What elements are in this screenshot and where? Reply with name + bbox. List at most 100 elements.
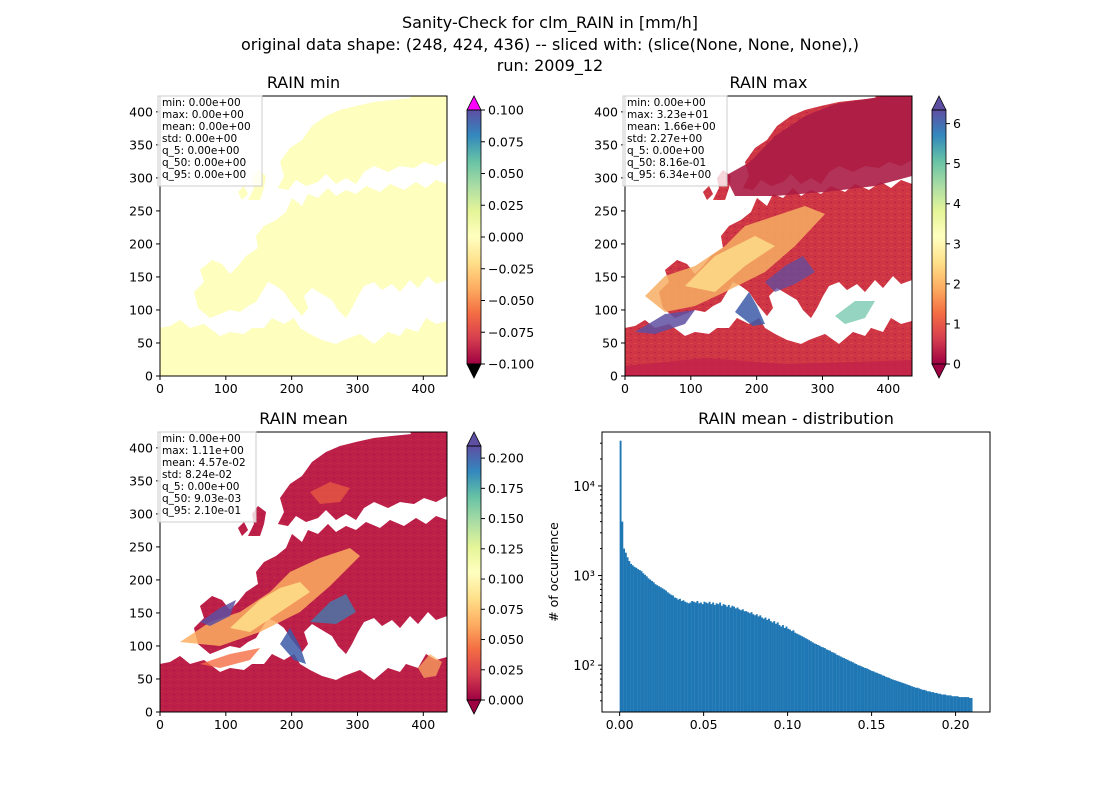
colorbar-tick-label: 0.100 xyxy=(488,572,524,587)
histogram-bar xyxy=(666,592,669,712)
colorbar-gradient xyxy=(932,110,946,364)
histogram-bar xyxy=(951,696,954,712)
histogram-bar xyxy=(654,584,657,712)
colorbar-extend-under xyxy=(466,699,482,715)
colorbar-tick-label: 0.025 xyxy=(488,662,524,677)
x-tick-label: 200 xyxy=(280,717,304,732)
stats-line: max: 3.23e+01 xyxy=(627,109,709,121)
colorbar-tick-label: 0.050 xyxy=(488,166,524,181)
histogram-bar xyxy=(967,697,970,712)
histogram-bar xyxy=(722,604,725,712)
histogram-bar xyxy=(825,649,828,712)
histogram-bar xyxy=(872,671,875,712)
histogram-bar xyxy=(775,623,777,712)
histogram-bar xyxy=(846,659,849,712)
colorbar: 0.000 0.025 0.050 0.075 0.100 0.125 0.150 0.175… xyxy=(466,431,524,715)
histogram-bar xyxy=(843,658,846,712)
histogram-bar xyxy=(796,633,798,712)
histogram-bar xyxy=(932,692,935,712)
histogram-bar xyxy=(862,667,865,712)
stats-line: std: 8.24e-02 xyxy=(162,469,232,481)
y-tick-label: 350 xyxy=(129,473,153,488)
histogram-bar xyxy=(771,622,774,712)
histogram-bar xyxy=(621,521,624,712)
histogram-bar xyxy=(885,676,887,712)
histogram-bar xyxy=(797,634,800,712)
y-tick-label: 250 xyxy=(129,203,153,218)
histogram-bar xyxy=(881,675,884,712)
histogram-bar xyxy=(699,602,702,712)
x-tick-label: 100 xyxy=(679,381,703,396)
histogram-bar xyxy=(729,607,732,712)
histogram-bar xyxy=(649,579,652,712)
stats-line: q_95: 6.34e+00 xyxy=(627,169,711,181)
y-tick-label: 50 xyxy=(137,671,153,686)
stats-line: q_50: 0.00e+00 xyxy=(162,157,246,169)
histogram-bar xyxy=(848,660,851,712)
histogram-bar xyxy=(675,598,678,712)
panel-title: RAIN mean xyxy=(259,409,348,428)
histogram-bar xyxy=(886,677,889,712)
histogram-bar xyxy=(939,693,942,712)
axes-frame xyxy=(601,431,991,713)
histogram-bar xyxy=(689,602,692,712)
histogram-bar xyxy=(761,617,763,712)
histogram-bar xyxy=(731,605,734,712)
histogram-bar xyxy=(869,670,872,712)
histogram-bar xyxy=(776,622,779,712)
histogram-bar xyxy=(637,569,639,712)
histogram-bar xyxy=(855,663,858,712)
histogram-bar xyxy=(888,677,891,712)
histogram-bar xyxy=(841,657,844,712)
colorbar-tick-label: 0 xyxy=(953,357,961,372)
y-tick-label: 400 xyxy=(129,440,153,455)
suptitle-line-1: Sanity-Check for clm_RAIN in [mm/h] xyxy=(401,13,699,32)
x-tick-label: 200 xyxy=(280,381,304,396)
histogram-bar xyxy=(668,593,671,712)
y-tick-label: 250 xyxy=(129,539,153,554)
x-tick-label: 0.05 xyxy=(690,717,718,732)
stats-text: min: 0.00e+00 max: 1.11e+00 mean: 4.57e-02… xyxy=(162,433,246,517)
histogram-bars xyxy=(619,440,973,712)
stats-text: min: 0.00e+00 max: 0.00e+00 mean: 0.00e+00… xyxy=(162,97,251,181)
histogram-bar xyxy=(713,604,716,712)
stats-line: std: 2.27e+00 xyxy=(627,133,702,145)
histogram-bar xyxy=(741,609,744,712)
histogram-bar xyxy=(827,650,830,712)
histogram-bar xyxy=(755,614,758,712)
histogram-bar xyxy=(879,674,882,712)
histogram-bar xyxy=(871,671,873,712)
colorbar-tick-label: 0.075 xyxy=(488,602,524,617)
stats-line: q_50: 8.16e-01 xyxy=(627,157,706,169)
histogram-bar xyxy=(750,612,753,712)
histogram-bar xyxy=(670,594,673,712)
histogram-bar xyxy=(738,609,741,712)
histogram-bar xyxy=(909,685,912,712)
colorbar-tick-label: −0.025 xyxy=(488,261,534,276)
y-tick-label: 350 xyxy=(129,137,153,152)
histogram-bar xyxy=(692,601,695,712)
histogram-bar xyxy=(785,626,788,712)
histogram-bar xyxy=(710,604,713,712)
histogram-bar xyxy=(851,662,854,712)
histogram-bar xyxy=(897,681,900,712)
colorbar-tick-label: 0.175 xyxy=(488,481,524,496)
stats-line: mean: 4.57e-02 xyxy=(162,457,246,469)
histogram-bar xyxy=(642,573,645,712)
histogram-bar xyxy=(830,652,833,712)
stats-line: q_95: 0.00e+00 xyxy=(162,169,246,181)
colorbar-tick-label: 0.200 xyxy=(488,451,524,466)
x-tick-label: 0 xyxy=(156,717,164,732)
histogram-bar xyxy=(965,697,968,712)
histogram-bar xyxy=(647,578,650,712)
histogram-bar xyxy=(726,606,729,712)
axis-ticks: 0 100 200 300 400 0 50 100 150 200 250 300 350 400 xyxy=(129,440,435,732)
stats-line: q_95: 2.10e-01 xyxy=(162,505,241,517)
x-tick-label: 0.00 xyxy=(606,717,634,732)
y-tick-label: 300 xyxy=(594,170,618,185)
x-tick-label: 0.20 xyxy=(942,717,970,732)
histogram-bar xyxy=(874,672,877,712)
histogram-bar xyxy=(799,635,802,712)
colorbar-gradient xyxy=(467,446,481,700)
